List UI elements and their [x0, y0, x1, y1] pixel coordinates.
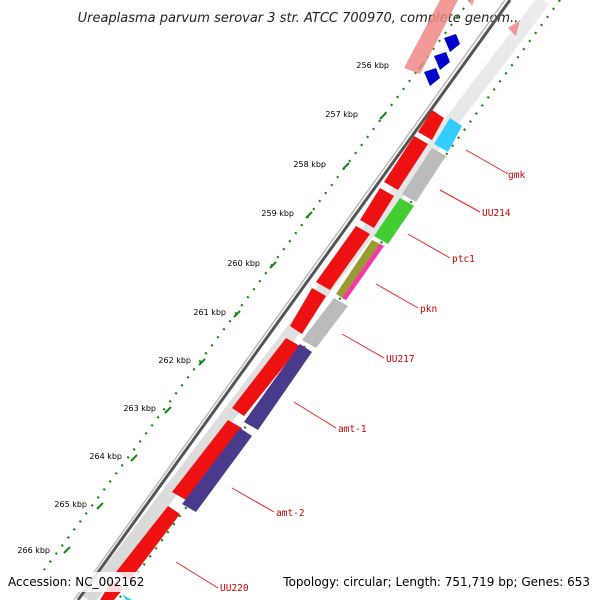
tick-label: 265 kbp	[54, 500, 87, 509]
gene-labels: gmk UU214 ptc1 pkn UU217 amt-1 amt-2 UU2…	[220, 170, 525, 594]
tick-label: 261 kbp	[193, 308, 226, 317]
map-title: Ureaplasma parvum serovar 3 str. ATCC 70…	[78, 11, 523, 26]
gene-amt-2-block	[182, 428, 252, 512]
inner-genes	[122, 118, 462, 600]
gene-label: amt-1	[338, 424, 367, 435]
gene-UU220-block	[122, 594, 132, 600]
scale-dots-inner	[117, 0, 561, 600]
gene-label: amt-2	[276, 508, 305, 519]
footer-summary-bg	[282, 572, 600, 592]
label-leaders	[175, 149, 509, 589]
gene-pkn-base	[336, 240, 384, 300]
gene-label: ptc1	[452, 254, 475, 265]
tick-label: 260 kbp	[227, 259, 260, 268]
faded-features	[404, 0, 520, 74]
gene-gmk-block	[434, 118, 462, 152]
backbone-line	[76, 0, 512, 600]
scale-dots-outer	[43, 0, 471, 571]
gene-ptc1-block	[374, 198, 414, 244]
tick-label: 263 kbp	[123, 404, 156, 413]
gene-amt-1-block	[244, 344, 312, 430]
gene-UU217-block	[302, 298, 348, 348]
tick-label: 256 kbp	[356, 61, 389, 70]
tick-label: 258 kbp	[293, 160, 326, 169]
gene-pkn-block	[342, 244, 384, 300]
gene-label: UU220	[220, 583, 249, 594]
gene-UU214-block	[402, 148, 446, 202]
tick-label: 266 kbp	[17, 546, 50, 555]
gene-label: UU214	[482, 208, 511, 219]
tick-label: 257 kbp	[325, 110, 358, 119]
tick-label: 262 kbp	[158, 356, 191, 365]
footer-accession-bg	[0, 572, 150, 592]
scale-ticks: 256 kbp 257 kbp 258 kbp 259 kbp 260 kbp …	[17, 61, 425, 555]
accession-text: Accession: NC_002162	[8, 575, 144, 589]
gene-label: pkn	[420, 304, 437, 315]
gene-label: gmk	[508, 170, 525, 181]
tick-label: 264 kbp	[89, 452, 122, 461]
gene-label: UU217	[386, 354, 415, 365]
backbone-shadow	[73, 0, 506, 600]
tick-label: 259 kbp	[261, 209, 294, 218]
rna-blocks	[424, 34, 460, 86]
genome-summary-text: Topology: circular; Length: 751,719 bp; …	[282, 575, 590, 589]
